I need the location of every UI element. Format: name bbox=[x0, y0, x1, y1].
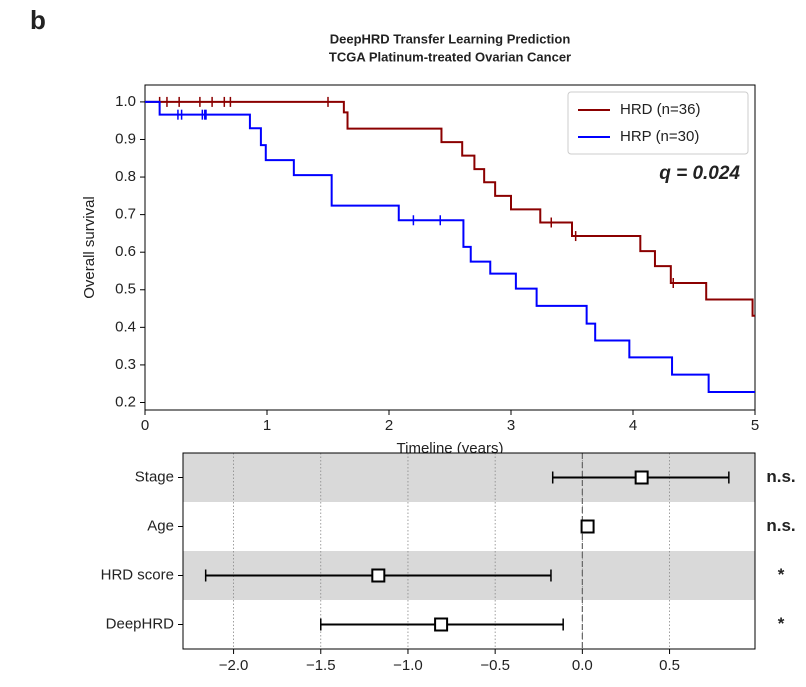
y-tick-label: 0.7 bbox=[115, 206, 136, 223]
chart-title: DeepHRD Transfer Learning Prediction bbox=[330, 31, 571, 46]
estimate-marker bbox=[580, 519, 595, 534]
survival-curve bbox=[145, 100, 755, 317]
x-tick-label: −1.0 bbox=[393, 657, 423, 674]
plot-frame bbox=[182, 452, 756, 650]
panel-label: b bbox=[30, 5, 46, 35]
chart-subtitle: TCGA Platinum-treated Ovarian Cancer bbox=[329, 49, 571, 64]
significance-label: n.s. bbox=[766, 516, 795, 535]
estimate-marker bbox=[634, 470, 649, 485]
survival-curve bbox=[145, 100, 755, 393]
y-tick-label: 1.0 bbox=[115, 93, 136, 110]
estimate-marker bbox=[434, 617, 449, 632]
annotation: q = 0.024 bbox=[659, 163, 740, 184]
legend-label: HRP (n=30) bbox=[620, 128, 699, 145]
y-tick-label: 0.9 bbox=[115, 130, 136, 147]
x-tick-label: 0.5 bbox=[659, 657, 680, 674]
y-tick-label: 0.5 bbox=[115, 281, 136, 298]
x-tick-label: −0.5 bbox=[480, 657, 510, 674]
significance-label: * bbox=[778, 565, 785, 584]
y-tick-label: 0.8 bbox=[115, 168, 136, 185]
y-tick-label: Age bbox=[147, 517, 174, 534]
x-tick-label: −1.5 bbox=[306, 657, 336, 674]
legend-box bbox=[567, 91, 749, 155]
y-tick-label: HRD score bbox=[101, 566, 174, 583]
estimate-marker bbox=[371, 568, 386, 583]
y-tick-label: Stage bbox=[135, 468, 174, 485]
x-tick-label: 1 bbox=[263, 417, 271, 434]
y-tick-label: DeepHRD bbox=[106, 615, 175, 632]
x-tick-label: 3 bbox=[507, 417, 515, 434]
y-tick-label: 0.3 bbox=[115, 356, 136, 373]
significance-label: n.s. bbox=[766, 467, 795, 486]
y-tick-label: 0.2 bbox=[115, 393, 136, 410]
significance-label: * bbox=[778, 614, 785, 633]
plot-frame bbox=[144, 84, 756, 411]
x-tick-label: 2 bbox=[385, 417, 393, 434]
x-tick-label: 0 bbox=[141, 417, 149, 434]
x-tick-label: 0.0 bbox=[572, 657, 593, 674]
x-tick-label: 5 bbox=[751, 417, 759, 434]
x-tick-label: −2.0 bbox=[219, 657, 249, 674]
x-tick-label: 4 bbox=[629, 417, 637, 434]
y-tick-label: 0.4 bbox=[115, 318, 136, 335]
y-tick-label: 0.6 bbox=[115, 243, 136, 260]
y-axis-label: Overall survival bbox=[81, 196, 98, 299]
legend-label: HRD (n=36) bbox=[620, 101, 700, 118]
